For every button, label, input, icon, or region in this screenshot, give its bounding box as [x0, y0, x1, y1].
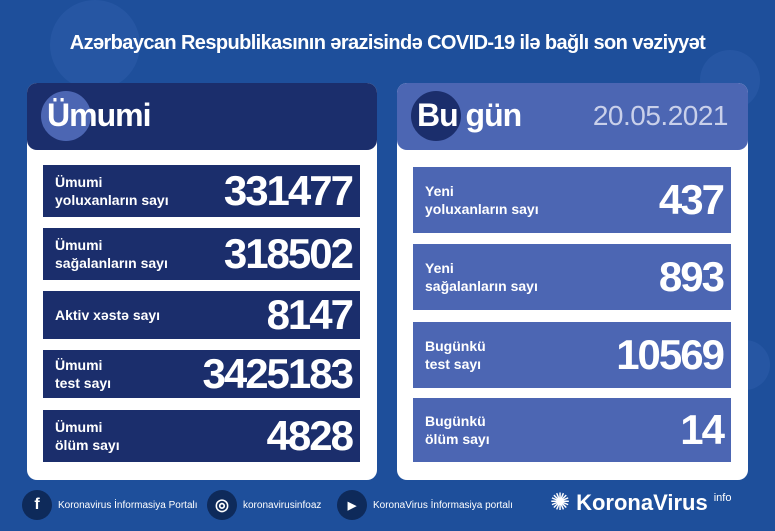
stat-row: Ümumi sağalanların sayı 318502	[43, 228, 360, 280]
instagram-link[interactable]: ◎ koronavirusinfoaz	[207, 490, 321, 520]
stat-label: Ümumi test sayı	[55, 357, 112, 391]
stat-row: Ümumi yoluxanların sayı 331477	[43, 165, 360, 217]
today-header: Bu gün 20.05.2021	[397, 83, 748, 150]
facebook-label: Koronavirus İnformasiya Portalı	[58, 499, 198, 511]
facebook-link[interactable]: f Koronavirus İnformasiya Portalı	[22, 490, 198, 520]
date: 20.05.2021	[592, 100, 729, 131]
footer: f Koronavirus İnformasiya Portalı ◎ korona…	[0, 488, 775, 522]
stat-label: Ümumi yoluxanların sayı	[55, 174, 169, 208]
stat-row: Yeni sağalanların sayı 893	[413, 244, 731, 310]
total-panel: Ümumi Ümumi yoluxanların sayı 331477 Ümum…	[27, 83, 377, 480]
sun-virus-icon: ✺	[550, 489, 571, 516]
virus-icon	[411, 91, 461, 141]
stat-label: Bugünkü test sayı	[425, 338, 486, 372]
instagram-icon: ◎	[207, 490, 237, 520]
stat-label: Ümumi ölüm sayı	[55, 419, 120, 453]
youtube-label: KoronaVirus İnformasiya portalı	[373, 499, 513, 511]
stat-value: 331477	[223, 167, 354, 214]
stat-value: 4828	[266, 412, 354, 459]
stat-label: Yeni yoluxanların sayı	[425, 183, 539, 217]
instagram-label: koronavirusinfoaz	[243, 499, 322, 511]
stat-label: Yeni sağalanların sayı	[425, 260, 538, 294]
stat-value: 893	[658, 253, 725, 300]
stat-label: Ümumi sağalanların sayı	[55, 237, 168, 271]
stat-value: 14	[680, 406, 725, 453]
stat-row: Aktiv xəstə sayı 8147	[43, 291, 360, 339]
koronavirus-logo: ✺ KoronaVirus info	[550, 488, 731, 517]
stat-row: Bugünkü ölüm sayı 14	[413, 398, 731, 462]
stat-row: Yeni yoluxanların sayı 437	[413, 167, 731, 233]
stat-value: 318502	[223, 230, 354, 277]
logo-sup: info	[713, 492, 732, 504]
total-header: Ümumi	[27, 83, 377, 150]
facebook-icon: f	[22, 490, 52, 520]
stat-row: Ümumi ölüm sayı 4828	[43, 410, 360, 462]
logo-text: KoronaVirus	[576, 489, 708, 515]
stat-row: Ümumi test sayı 3425183	[43, 350, 360, 398]
youtube-link[interactable]: ▶ KoronaVirus İnformasiya portalı	[337, 490, 513, 520]
virus-decoration-icon	[50, 0, 140, 90]
total-heading: Ümumi	[47, 97, 151, 133]
today-heading: Bu gün	[417, 97, 522, 133]
stat-label: Bugünkü ölüm sayı	[425, 413, 490, 447]
stat-label: Aktiv xəstə sayı	[55, 307, 161, 323]
virus-icon	[41, 91, 91, 141]
today-panel: Bu gün 20.05.2021 Yeni yoluxanların sayı…	[397, 83, 748, 480]
page-title: Azərbaycan Respublikasının ərazisində CO…	[69, 32, 706, 54]
stat-value: 3425183	[202, 350, 354, 397]
stat-row: Bugünkü test sayı 10569	[413, 322, 731, 388]
youtube-icon: ▶	[337, 490, 367, 520]
stat-value: 10569	[616, 331, 725, 378]
stat-value: 8147	[266, 291, 354, 338]
stat-value: 437	[658, 176, 725, 223]
